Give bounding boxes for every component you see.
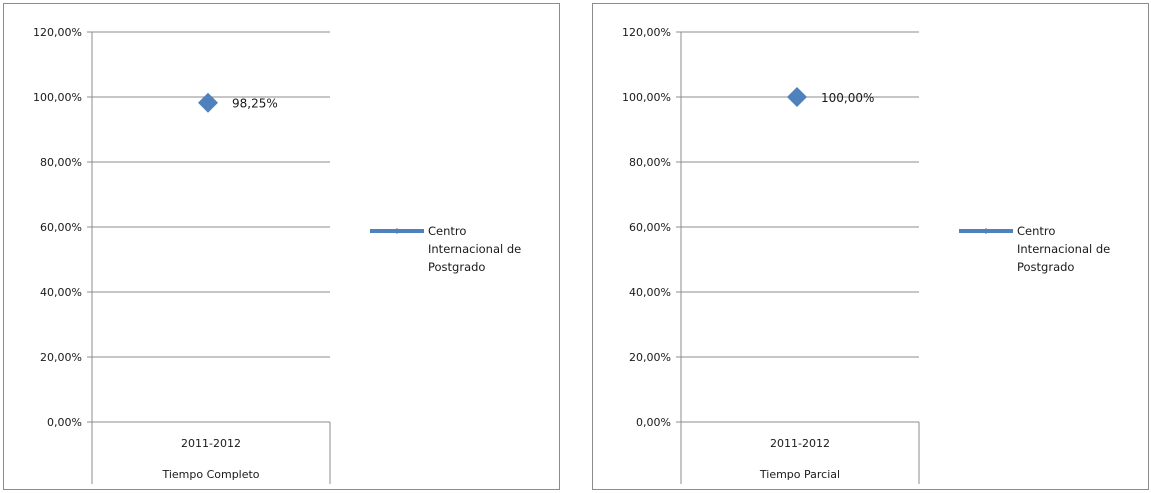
legend-label: Internacional de	[1017, 242, 1110, 256]
legend-label: Postgrado	[428, 260, 485, 274]
x-group-label: Tiempo Completo	[161, 468, 259, 481]
data-point-marker	[787, 87, 807, 107]
legend-marker	[394, 228, 400, 234]
legend-marker	[983, 228, 989, 234]
y-tick-label: 0,00%	[636, 416, 671, 429]
y-tick-label: 60,00%	[40, 221, 82, 234]
x-category-label: 2011-2012	[181, 437, 241, 450]
y-tick-label: 60,00%	[629, 221, 671, 234]
x-category-label: 2011-2012	[770, 437, 830, 450]
legend-label: Postgrado	[1017, 260, 1074, 274]
data-point-marker	[198, 92, 218, 113]
chart-panel-tiempo-parcial: 0,00% 20,00% 40,00% 60,00% 80,00% 100,00% 120,…	[592, 3, 1149, 490]
y-tick-label: 80,00%	[629, 156, 671, 169]
legend-label: Centro	[1017, 224, 1055, 238]
y-tick-label: 100,00%	[622, 91, 671, 104]
chart-svg-tiempo-completo: 0,00% 20,00% 40,00% 60,00% 80,00% 100,00% 120,…	[33, 26, 521, 484]
data-label: 100,00%	[821, 91, 874, 105]
chart-svg-tiempo-parcial: 0,00% 20,00% 40,00% 60,00% 80,00% 100,00% 120,…	[622, 26, 1110, 484]
y-tick-label: 40,00%	[629, 286, 671, 299]
y-tick-label: 20,00%	[629, 351, 671, 364]
legend-label: Internacional de	[428, 242, 521, 256]
y-tick-label: 40,00%	[40, 286, 82, 299]
x-group-label: Tiempo Parcial	[759, 468, 840, 481]
chart-panel-tiempo-completo: 0,00% 20,00% 40,00% 60,00% 80,00% 100,00% 120,…	[3, 3, 560, 490]
data-label: 98,25%	[232, 97, 278, 111]
y-tick-label: 120,00%	[622, 26, 671, 39]
y-tick-label: 0,00%	[47, 416, 82, 429]
y-tick-label: 80,00%	[40, 156, 82, 169]
y-tick-label: 100,00%	[33, 91, 82, 104]
legend-label: Centro	[428, 224, 466, 238]
y-tick-label: 20,00%	[40, 351, 82, 364]
y-tick-label: 120,00%	[33, 26, 82, 39]
